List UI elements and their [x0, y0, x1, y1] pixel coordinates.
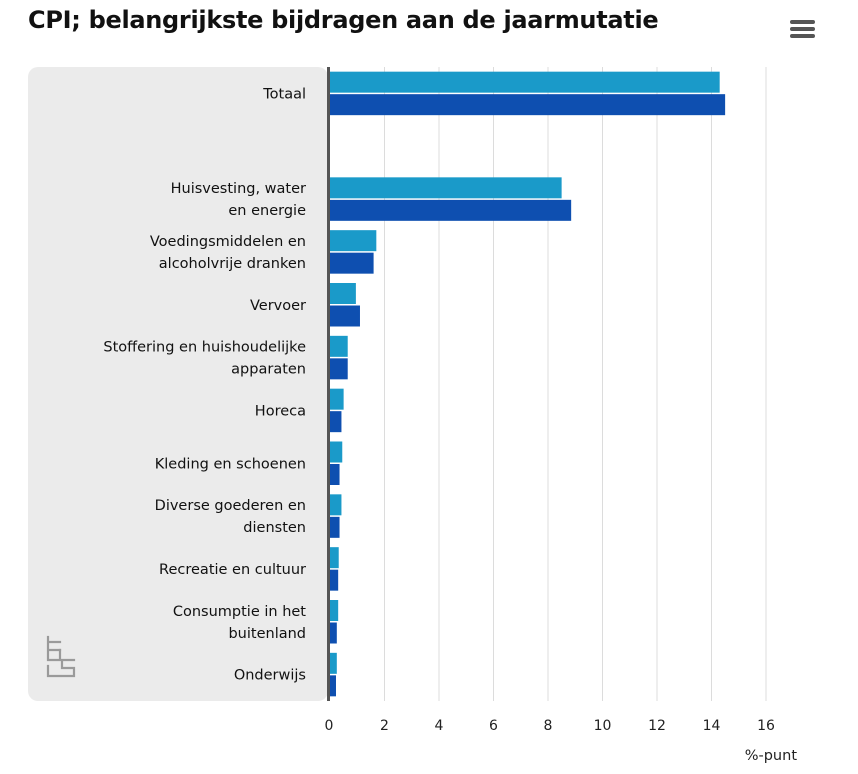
bar-series-2[interactable]	[330, 252, 374, 274]
bar-series-1[interactable]	[330, 441, 343, 463]
category-label: Horeca	[255, 403, 306, 419]
category-label-line: Diverse goederen en	[155, 498, 306, 514]
bar-series-1[interactable]	[330, 177, 562, 199]
category-label-line: buitenland	[228, 626, 306, 642]
bar-series-1[interactable]	[330, 388, 344, 410]
bar-series-1[interactable]	[330, 652, 337, 674]
category-label: Totaal	[262, 86, 306, 102]
bar-series-1[interactable]	[330, 335, 348, 357]
bar-series-1[interactable]	[330, 600, 339, 621]
bar-series-2[interactable]	[330, 464, 340, 485]
gridlines	[384, 67, 767, 701]
x-axis-unit-label: %-punt	[745, 748, 798, 764]
cbs-logo-icon	[46, 635, 76, 678]
bar-series-2[interactable]	[330, 569, 339, 591]
category-label-line: Stoffering en huishoudelijke	[103, 340, 306, 356]
category-label: Voedingsmiddelen en alcoholvrije dranken	[150, 234, 306, 272]
category-label: Onderwijs	[234, 668, 306, 684]
chart-title: CPI; belangrijkste bijdragen aan de jaar…	[28, 6, 659, 34]
x-tick-label: 4	[435, 718, 444, 734]
category-label-line: Vervoer	[250, 298, 306, 314]
bar-series-2[interactable]	[330, 94, 726, 116]
bars	[330, 71, 726, 697]
category-label-line: Huisvesting, water	[171, 181, 306, 197]
x-tick-label: 8	[544, 718, 553, 734]
bar-series-2[interactable]	[330, 305, 360, 327]
category-label: Consumptie in het buitenland	[173, 604, 306, 642]
category-label: Diverse goederen en diensten	[155, 498, 306, 536]
category-label: Stoffering en huishoudelijke apparaten	[103, 340, 306, 378]
category-label-line: Kleding en schoenen	[155, 456, 306, 472]
bar-series-1[interactable]	[330, 494, 342, 516]
x-tick-label: 2	[380, 718, 389, 734]
bar-series-2[interactable]	[330, 358, 348, 380]
hamburger-menu-icon[interactable]	[788, 16, 818, 42]
bar-series-2[interactable]	[330, 516, 340, 538]
bar-series-1[interactable]	[330, 230, 377, 252]
x-tick-label: 6	[489, 718, 498, 734]
category-label-line: Recreatie en cultuur	[159, 562, 306, 578]
x-tick-label: 10	[594, 718, 612, 734]
category-label-line: Horeca	[255, 403, 306, 419]
bar-series-1[interactable]	[330, 71, 720, 93]
bar-series-2[interactable]	[330, 675, 336, 697]
bar-series-1[interactable]	[330, 283, 356, 304]
category-label-line: diensten	[243, 520, 306, 536]
category-label-line: apparaten	[231, 362, 306, 378]
category-labels: Totaal Huisvesting, water en energie Voedin…	[103, 86, 306, 683]
x-tick-label: 12	[648, 718, 666, 734]
bar-series-2[interactable]	[330, 622, 337, 644]
x-tick-labels: 0 2 4 6 8 10 12 14 16	[325, 718, 775, 734]
category-label-line: alcoholvrije dranken	[159, 256, 306, 272]
category-label: Vervoer	[250, 298, 306, 314]
category-label-line: Voedingsmiddelen en	[150, 234, 306, 250]
bar-series-2[interactable]	[330, 199, 572, 221]
category-label-line: en energie	[228, 203, 306, 219]
category-label: Recreatie en cultuur	[159, 562, 306, 578]
category-label: Huisvesting, water en energie	[171, 181, 306, 219]
category-label-line: Onderwijs	[234, 668, 306, 684]
x-tick-label: 0	[325, 718, 334, 734]
bar-series-2[interactable]	[330, 411, 342, 433]
x-tick-label: 14	[703, 718, 721, 734]
bar-series-1[interactable]	[330, 547, 339, 569]
category-label-line: Consumptie in het	[173, 604, 306, 620]
category-label-line: Totaal	[262, 86, 306, 102]
category-panel	[28, 67, 328, 701]
x-tick-label: 16	[757, 718, 775, 734]
category-label: Kleding en schoenen	[155, 456, 306, 472]
